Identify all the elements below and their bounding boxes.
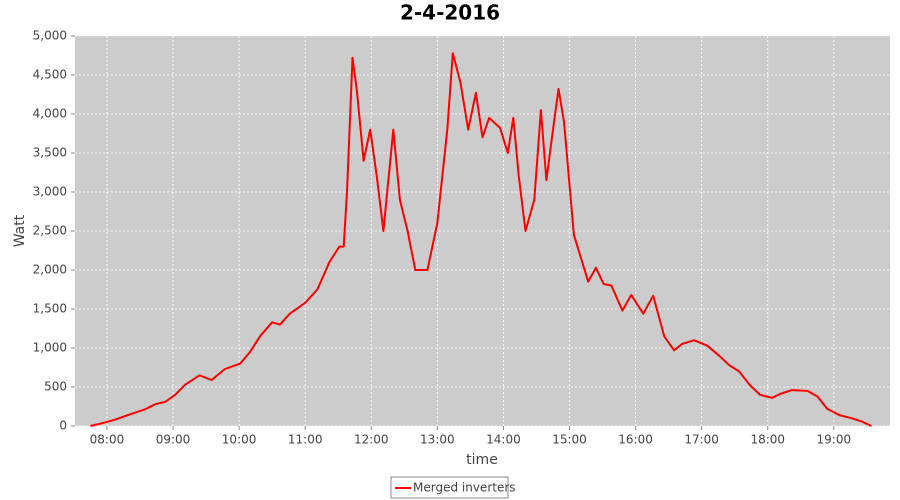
- y-tick-label: 1,500: [33, 302, 67, 316]
- chart-title: 2-4-2016: [400, 1, 500, 25]
- y-tick-label: 4,000: [33, 107, 67, 121]
- legend-box: [390, 476, 509, 499]
- legend-label: Merged inverters: [413, 481, 516, 495]
- x-tick-label: 12:00: [354, 433, 389, 447]
- x-tick-label: 08:00: [90, 433, 125, 447]
- x-tick-label: 16:00: [618, 433, 653, 447]
- plot-area: [75, 36, 890, 426]
- y-tick-label: 5,000: [33, 29, 67, 43]
- y-tick-label: 2,500: [33, 224, 67, 238]
- y-tick-label: 0: [59, 419, 67, 433]
- x-tick-label: 17:00: [684, 433, 719, 447]
- y-tick-label: 1,000: [33, 341, 67, 355]
- y-tick-label: 3,000: [33, 185, 67, 199]
- y-tick-label: 500: [44, 380, 67, 394]
- x-tick-label: 15:00: [552, 433, 587, 447]
- x-tick-label: 13:00: [420, 433, 455, 447]
- series-line: [90, 52, 872, 427]
- y-tick-label: 4,500: [33, 68, 67, 82]
- x-tick-label: 09:00: [156, 433, 191, 447]
- x-tick-label: 14:00: [486, 433, 521, 447]
- x-tick-label: 19:00: [817, 433, 852, 447]
- x-axis-label: time: [466, 452, 498, 468]
- y-tick-label: 2,000: [33, 263, 67, 277]
- y-axis-label: Watt: [12, 214, 28, 247]
- x-tick-label: 10:00: [222, 433, 257, 447]
- x-tick-label: 18:00: [750, 433, 785, 447]
- x-tick-label: 11:00: [288, 433, 323, 447]
- y-tick-label: 3,500: [33, 146, 67, 160]
